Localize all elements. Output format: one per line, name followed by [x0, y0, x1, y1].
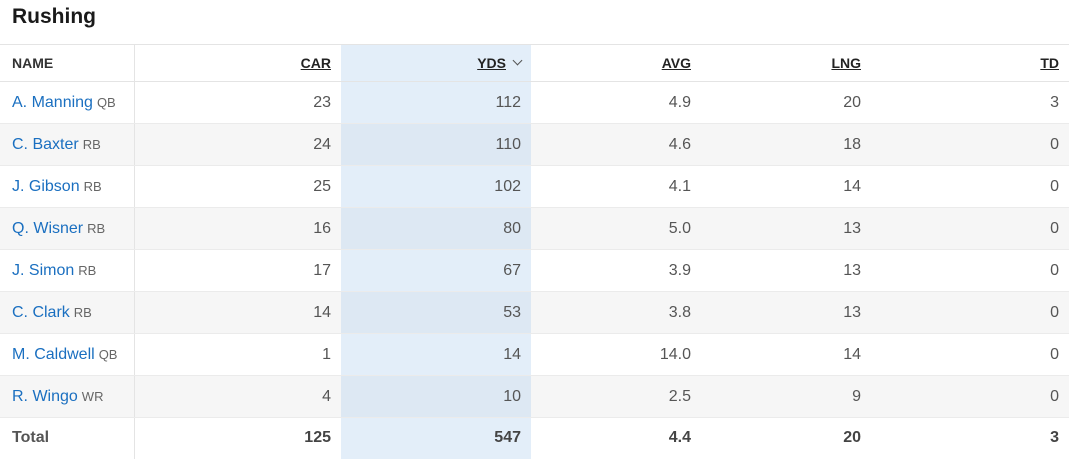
player-name-link[interactable]: C. Baxter: [12, 135, 79, 153]
table-row: R. Wingo WR 4 10 2.5 9 0: [0, 375, 1069, 418]
car-cell: 24: [134, 123, 341, 166]
car-cell: 4: [134, 375, 341, 418]
player-name-link[interactable]: Q. Wisner: [12, 219, 84, 237]
player-cell: J. Simon RB: [0, 249, 135, 292]
chevron-down-icon: [512, 55, 523, 66]
player-position: QB: [98, 346, 118, 362]
total-label: Total: [0, 417, 135, 459]
player-position: RB: [73, 304, 92, 320]
total-avg: 4.4: [668, 429, 691, 447]
table-row: J. Simon RB 17 67 3.9 13 0: [0, 249, 1069, 292]
td-cell: 0: [871, 165, 1069, 208]
car-cell: 23: [134, 81, 341, 124]
car-cell: 16: [134, 207, 341, 250]
total-car: 125: [304, 429, 331, 447]
avg-cell: 4.1: [531, 165, 701, 208]
avg-cell: 3.9: [531, 249, 701, 292]
lng-cell: 13: [701, 207, 871, 250]
avg-cell: 4.9: [531, 81, 701, 124]
avg-cell: 3.8: [531, 291, 701, 334]
player-cell: C. Baxter RB: [0, 123, 135, 166]
yds-cell: 53: [341, 291, 531, 334]
player-name-link[interactable]: J. Simon: [12, 261, 75, 279]
car-cell: 14: [134, 291, 341, 334]
total-td: 3: [1050, 429, 1059, 447]
car-cell: 1: [134, 333, 341, 376]
lng-cell: 14: [701, 165, 871, 208]
yds-cell: 10: [341, 375, 531, 418]
rushing-table: NAME CAR YDS AVG LNG TD A. Manning QB 23 11…: [0, 44, 1069, 459]
lng-cell: 20: [701, 81, 871, 124]
td-cell: 0: [871, 333, 1069, 376]
lng-cell: 13: [701, 291, 871, 334]
avg-cell: 5.0: [531, 207, 701, 250]
td-cell: 0: [871, 249, 1069, 292]
avg-cell: 14.0: [531, 333, 701, 376]
sort-link-avg[interactable]: AVG: [661, 55, 691, 71]
column-header-avg[interactable]: AVG: [531, 44, 701, 82]
yds-cell: 80: [341, 207, 531, 250]
sort-link-car[interactable]: CAR: [300, 55, 331, 71]
table-row: C. Baxter RB 24 110 4.6 18 0: [0, 123, 1069, 166]
lng-cell: 9: [701, 375, 871, 418]
car-cell: 25: [134, 165, 341, 208]
yds-cell: 14: [341, 333, 531, 376]
column-header-td[interactable]: TD: [871, 44, 1069, 82]
avg-cell: 2.5: [531, 375, 701, 418]
table-row: Q. Wisner RB 16 80 5.0 13 0: [0, 207, 1069, 250]
header-row: NAME CAR YDS AVG LNG TD: [0, 44, 1069, 82]
total-row: Total 125 547 4.4 20 3: [0, 417, 1069, 459]
player-position: RB: [87, 220, 106, 236]
avg-cell: 4.6: [531, 123, 701, 166]
yds-cell: 67: [341, 249, 531, 292]
total-yds: 547: [341, 417, 531, 459]
yds-cell: 102: [341, 165, 531, 208]
lng-cell: 13: [701, 249, 871, 292]
player-name-link[interactable]: J. Gibson: [12, 177, 80, 195]
player-cell: Q. Wisner RB: [0, 207, 135, 250]
player-name-link[interactable]: M. Caldwell: [12, 345, 95, 363]
player-name-link[interactable]: R. Wingo: [12, 387, 78, 405]
column-header-car[interactable]: CAR: [134, 44, 341, 82]
column-header-yds[interactable]: YDS: [341, 44, 531, 82]
player-position: WR: [81, 388, 104, 404]
table-row: A. Manning QB 23 112 4.9 20 3: [0, 81, 1069, 124]
player-position: RB: [83, 178, 102, 194]
car-cell: 17: [134, 249, 341, 292]
yds-cell: 110: [341, 123, 531, 166]
td-cell: 0: [871, 291, 1069, 334]
section-title: Rushing: [12, 5, 96, 28]
td-cell: 0: [871, 375, 1069, 418]
td-cell: 0: [871, 207, 1069, 250]
lng-cell: 14: [701, 333, 871, 376]
player-cell: A. Manning QB: [0, 81, 135, 124]
td-cell: 0: [871, 123, 1069, 166]
table-row: C. Clark RB 14 53 3.8 13 0: [0, 291, 1069, 334]
player-position: RB: [82, 136, 101, 152]
player-cell: C. Clark RB: [0, 291, 135, 334]
yds-cell: 112: [341, 81, 531, 124]
lng-cell: 18: [701, 123, 871, 166]
sort-link-yds[interactable]: YDS: [477, 55, 506, 71]
player-position: RB: [78, 262, 97, 278]
td-cell: 3: [871, 81, 1069, 124]
player-name-link[interactable]: C. Clark: [12, 303, 70, 321]
table-row: J. Gibson RB 25 102 4.1 14 0: [0, 165, 1069, 208]
player-position: QB: [96, 94, 116, 110]
total-lng: 20: [843, 429, 861, 447]
column-header-lng[interactable]: LNG: [701, 44, 871, 82]
player-cell: J. Gibson RB: [0, 165, 135, 208]
sort-link-td[interactable]: TD: [1040, 55, 1059, 71]
table-row: M. Caldwell QB 1 14 14.0 14 0: [0, 333, 1069, 376]
sort-link-lng[interactable]: LNG: [831, 55, 861, 71]
player-cell: R. Wingo WR: [0, 375, 135, 418]
player-cell: M. Caldwell QB: [0, 333, 135, 376]
player-name-link[interactable]: A. Manning: [12, 93, 93, 111]
column-header-name: NAME: [0, 44, 135, 82]
